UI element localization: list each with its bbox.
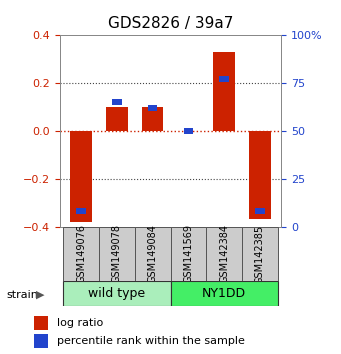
Bar bbox=[106, 107, 128, 131]
Bar bbox=[112, 99, 122, 105]
Text: GSM149078: GSM149078 bbox=[112, 224, 122, 284]
Bar bbox=[219, 76, 229, 82]
Bar bbox=[142, 107, 163, 131]
Bar bbox=[242, 227, 278, 281]
Bar bbox=[170, 281, 278, 306]
Text: GSM141569: GSM141569 bbox=[183, 224, 193, 284]
Bar bbox=[148, 105, 158, 111]
Bar bbox=[34, 316, 48, 330]
Bar bbox=[249, 131, 271, 219]
Text: strain: strain bbox=[7, 290, 39, 299]
Bar bbox=[213, 52, 235, 131]
Bar bbox=[183, 128, 193, 134]
Bar bbox=[63, 227, 99, 281]
Text: log ratio: log ratio bbox=[57, 318, 103, 328]
Text: ▶: ▶ bbox=[36, 290, 44, 299]
Bar bbox=[99, 227, 135, 281]
Text: GSM149084: GSM149084 bbox=[148, 224, 158, 284]
Text: GSM142384: GSM142384 bbox=[219, 224, 229, 284]
Text: wild type: wild type bbox=[88, 287, 146, 300]
Bar bbox=[76, 208, 86, 214]
Text: percentile rank within the sample: percentile rank within the sample bbox=[57, 336, 244, 346]
Bar bbox=[170, 227, 206, 281]
Bar bbox=[63, 281, 170, 306]
Text: GSM142385: GSM142385 bbox=[255, 224, 265, 284]
Text: NY1DD: NY1DD bbox=[202, 287, 246, 300]
Bar bbox=[70, 131, 92, 222]
Text: GDS2826 / 39a7: GDS2826 / 39a7 bbox=[108, 16, 233, 31]
Bar bbox=[206, 227, 242, 281]
Bar bbox=[255, 208, 265, 214]
Bar bbox=[135, 227, 170, 281]
Bar bbox=[34, 334, 48, 348]
Text: GSM149076: GSM149076 bbox=[76, 224, 86, 284]
